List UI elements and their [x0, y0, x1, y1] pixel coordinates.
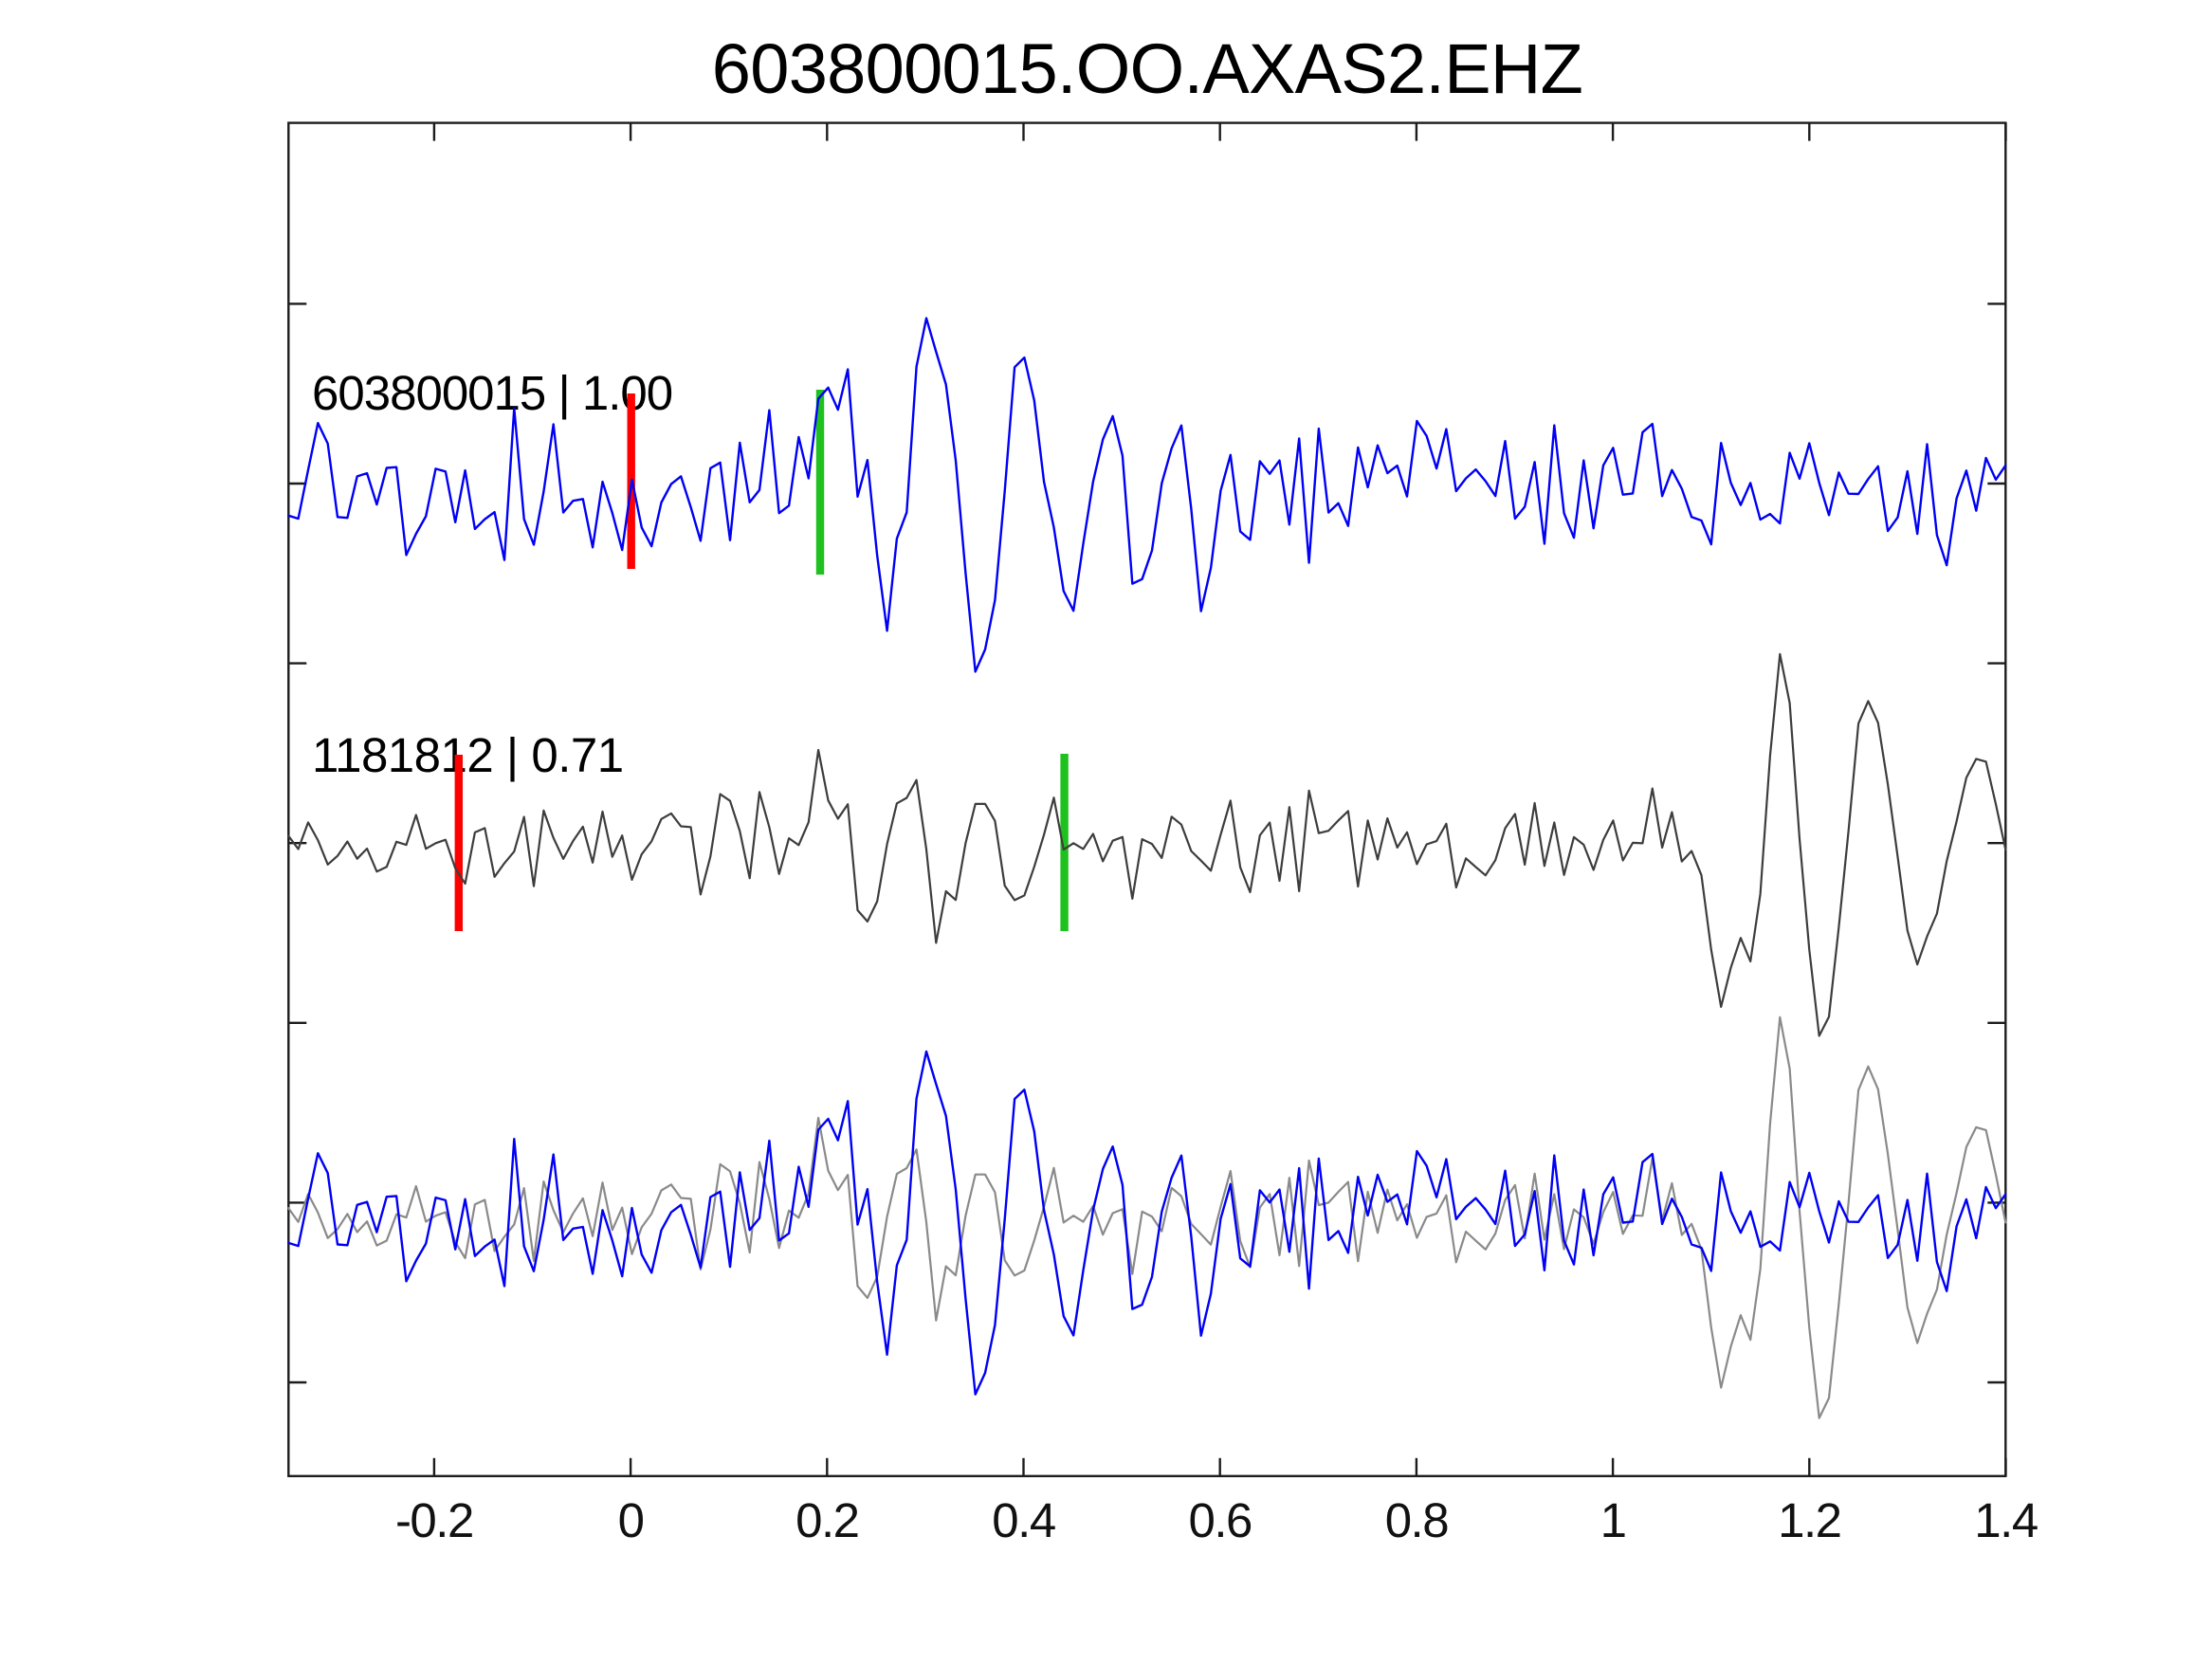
svg-text:1: 1 — [1600, 1493, 1626, 1547]
svg-text:0.8: 0.8 — [1385, 1493, 1449, 1547]
svg-text:0.4: 0.4 — [992, 1493, 1055, 1547]
svg-text:603800015.OO.AXAS2.EHZ: 603800015.OO.AXAS2.EHZ — [712, 29, 1582, 108]
svg-text:1.4: 1.4 — [1974, 1493, 2038, 1547]
svg-text:603800015 | 1.00: 603800015 | 1.00 — [312, 366, 672, 420]
svg-text:-0.2: -0.2 — [395, 1493, 473, 1547]
svg-text:1.2: 1.2 — [1778, 1493, 1840, 1547]
svg-text:0: 0 — [618, 1493, 644, 1547]
svg-text:1181812 | 0.71: 1181812 | 0.71 — [312, 728, 624, 782]
svg-text:0.6: 0.6 — [1188, 1493, 1252, 1547]
svg-text:0.2: 0.2 — [795, 1493, 858, 1547]
